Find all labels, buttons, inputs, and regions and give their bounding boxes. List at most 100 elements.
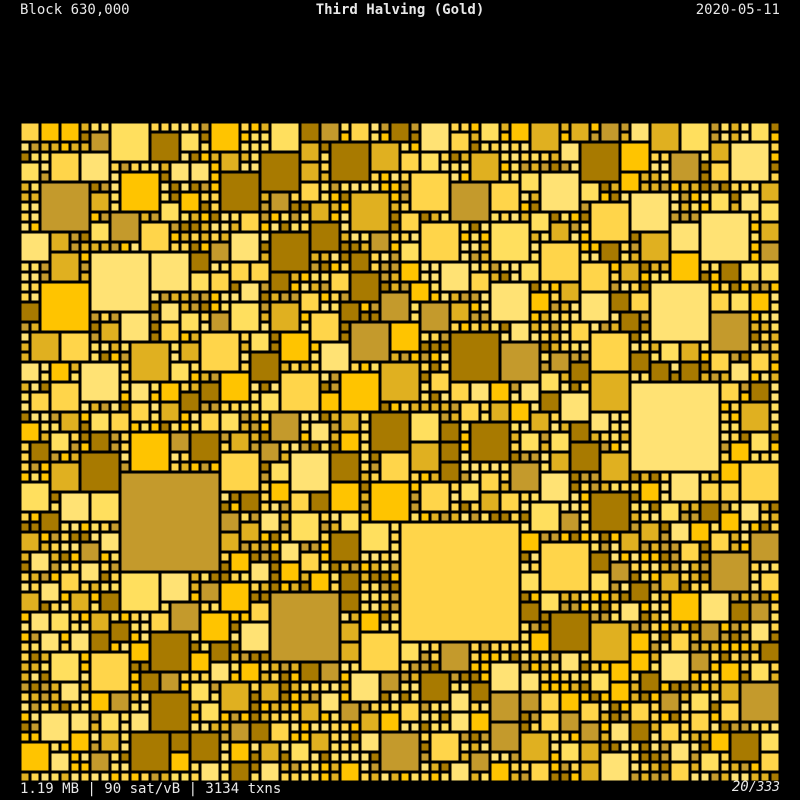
tx-block [280, 702, 290, 712]
tx-block [760, 262, 780, 282]
tx-block [190, 642, 200, 652]
tx-block [280, 292, 290, 302]
tx-block [440, 722, 450, 732]
tx-block [610, 602, 620, 612]
tx-block [390, 702, 400, 712]
tx-block [40, 432, 50, 442]
tx-block [660, 682, 670, 692]
tx-block [530, 652, 540, 662]
tx-block [220, 262, 230, 272]
tx-block [670, 762, 690, 782]
tx-block [580, 482, 590, 492]
tx-block [200, 702, 220, 722]
tx-block [440, 702, 450, 712]
tx-block [730, 722, 740, 732]
tx-block [530, 242, 540, 252]
tx-block [280, 532, 290, 542]
tx-block [570, 302, 580, 312]
tx-block [460, 472, 470, 482]
tx-block [460, 482, 480, 502]
tx-block [530, 722, 540, 732]
tx-block [250, 332, 270, 352]
tx-block [570, 472, 580, 482]
tx-block [640, 502, 650, 512]
tx-block [140, 622, 150, 632]
tx-block [460, 512, 470, 522]
tx-block [630, 492, 640, 502]
tx-block [770, 432, 780, 442]
tx-block [360, 502, 370, 512]
tx-block [700, 562, 710, 572]
tx-block [650, 702, 660, 712]
tx-block [250, 132, 260, 142]
tx-block [550, 282, 560, 292]
tx-block [410, 512, 420, 522]
tx-block [420, 512, 430, 522]
tx-block [250, 392, 260, 402]
tx-block [200, 122, 210, 132]
tx-block [160, 672, 180, 692]
tx-block [210, 212, 220, 222]
tx-block [560, 132, 570, 142]
tx-block [540, 432, 550, 442]
tx-block [120, 752, 130, 762]
tx-block [150, 422, 160, 432]
tx-block [660, 272, 670, 282]
tx-block [360, 492, 370, 502]
tx-block [280, 452, 290, 462]
tx-block [90, 592, 100, 602]
tx-block [650, 592, 660, 602]
tx-block [320, 762, 330, 772]
tx-block [30, 712, 40, 722]
tx-block [610, 542, 620, 552]
tx-block [430, 292, 440, 302]
tx-block [490, 222, 530, 262]
tx-block [460, 682, 470, 692]
tx-block [280, 332, 310, 362]
tx-block [770, 722, 780, 732]
tx-block [20, 362, 40, 382]
tx-block [320, 772, 330, 782]
tx-block [190, 732, 220, 762]
tx-block [30, 152, 40, 162]
tx-block [320, 182, 330, 192]
tx-block [250, 442, 260, 452]
tx-block [310, 252, 320, 262]
tx-block [210, 302, 220, 312]
tx-block [30, 692, 40, 702]
tx-block [160, 402, 180, 422]
tx-block [90, 752, 110, 772]
tx-block [540, 442, 550, 452]
tx-block [40, 362, 50, 372]
tx-block [260, 382, 270, 392]
tx-block [280, 682, 290, 692]
tx-block [190, 682, 210, 702]
tx-block [740, 542, 750, 552]
tx-block [690, 192, 700, 202]
tx-block [750, 292, 770, 312]
tx-block [350, 192, 390, 232]
tx-block [230, 212, 240, 222]
tx-block [590, 432, 600, 442]
tx-block [110, 622, 130, 642]
tx-block [570, 212, 580, 222]
tx-block [660, 572, 680, 592]
tx-block [490, 262, 500, 272]
tx-block [340, 212, 350, 222]
tx-block [750, 622, 770, 642]
tx-block [450, 762, 470, 782]
tx-block [380, 582, 390, 592]
tx-block [380, 172, 390, 182]
tx-block [640, 692, 650, 702]
tx-block [550, 412, 560, 422]
tx-block [680, 502, 690, 512]
tx-block [740, 282, 750, 292]
tx-block [620, 242, 630, 252]
tx-block [610, 722, 630, 742]
tx-block [230, 742, 250, 762]
tx-block [460, 162, 470, 172]
tx-block [600, 432, 610, 442]
tx-block [690, 202, 700, 212]
tx-block [770, 502, 780, 512]
tx-block [610, 712, 620, 722]
